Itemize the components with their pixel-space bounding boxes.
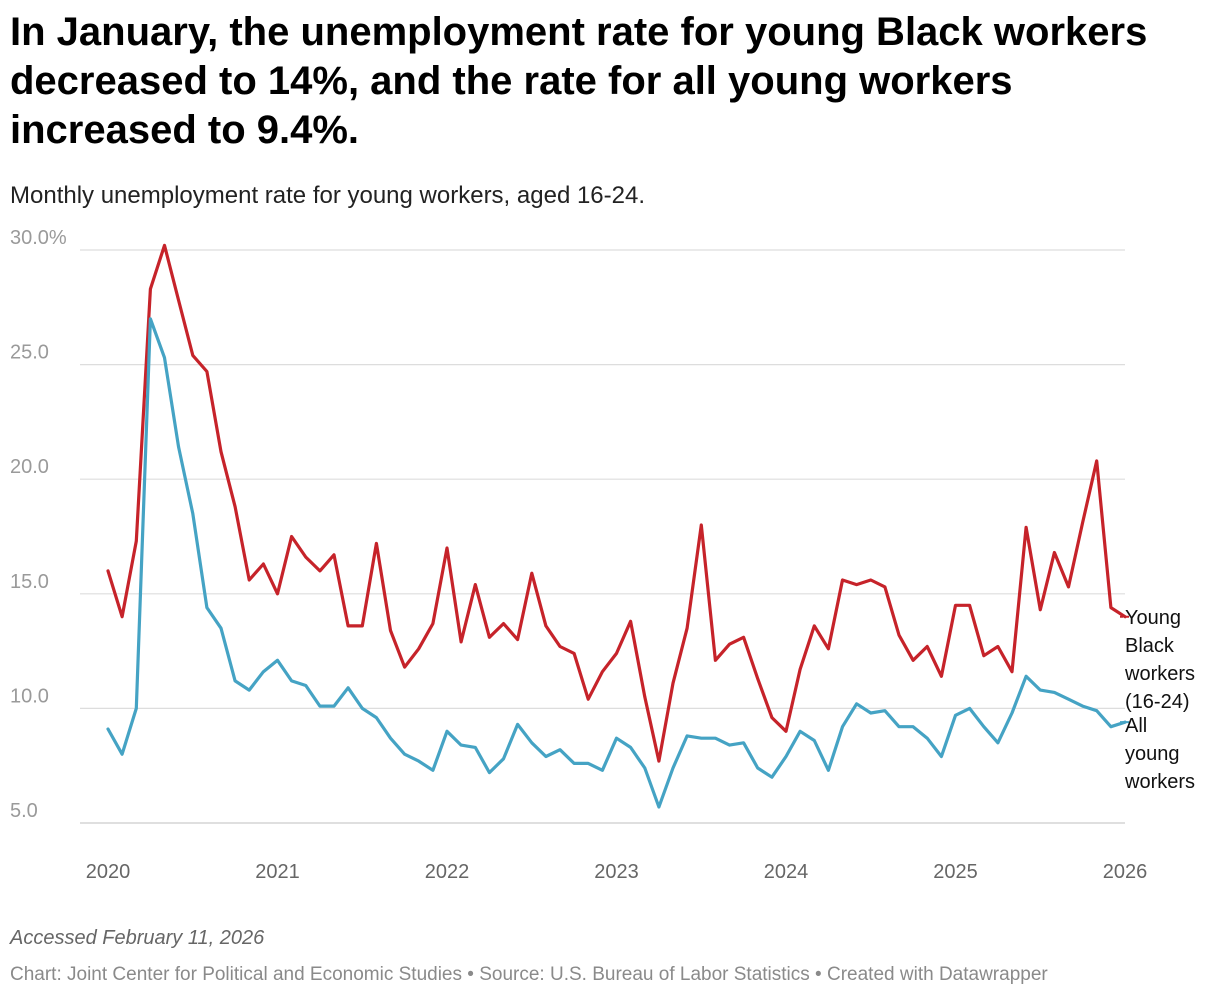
series-label: Black [1125,635,1175,657]
x-tick-label: 2025 [933,861,978,883]
chart-credits: Chart: Joint Center for Political and Ec… [10,964,1048,986]
series-label: workers [1124,663,1195,685]
series-line-young-black-workers [106,243,1127,763]
x-tick-label: 2020 [86,861,131,883]
chart-notes: Accessed February 11, 2026 [10,927,265,949]
chart-title: In January, the unemployment rate for yo… [10,10,1148,152]
credit-separator: • [809,964,827,985]
series-label: Young [1125,607,1181,629]
credit-tool: Created with Datawrapper [827,964,1048,985]
credit-source: Source: U.S. Bureau of Labor Statistics [479,964,810,985]
credit-chart: Chart: Joint Center for Political and Ec… [10,964,462,985]
series-label: workers [1124,771,1195,793]
x-tick-label: 2024 [764,861,809,883]
y-tick-label: 10.0 [10,685,49,707]
chart-subtitle: Monthly unemployment rate for young work… [10,182,646,209]
credit-separator: • [462,964,480,985]
x-tick-label: 2023 [594,861,639,883]
line-chart: 5.0 10.0 15.0 20.0 25.0 30.0% 2020 2021 2022 2023… [10,227,1195,883]
y-tick-label: 20.0 [10,456,49,478]
series-line-all-young-workers [106,317,1127,809]
series-label: (16-24) [1125,691,1189,713]
x-tick-label: 2021 [255,861,300,883]
series-label: young [1125,743,1180,765]
y-tick-label: 15.0 [10,571,49,593]
x-tick-label: 2022 [425,861,470,883]
x-tick-label: 2026 [1103,861,1148,883]
y-tick-label: 25.0 [10,342,49,364]
series-label: All [1125,715,1147,737]
y-tick-label: 5.0 [10,800,38,822]
y-tick-label: 30.0% [10,227,67,249]
